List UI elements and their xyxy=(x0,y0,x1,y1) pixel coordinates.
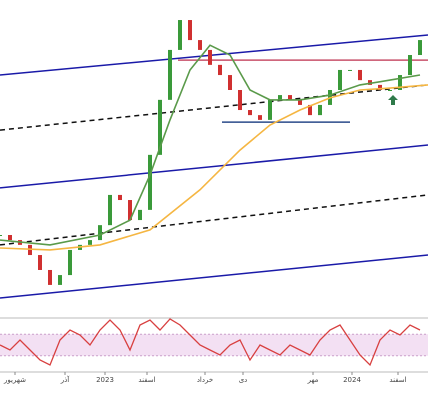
candle xyxy=(378,84,382,90)
candle xyxy=(0,235,2,237)
candle xyxy=(338,69,342,90)
candle xyxy=(148,154,152,210)
candle xyxy=(208,49,212,65)
candle xyxy=(188,20,192,41)
candle xyxy=(218,64,222,76)
x-tick-label: اسفند xyxy=(138,376,155,384)
candle xyxy=(158,99,162,155)
candle xyxy=(288,95,292,100)
candle xyxy=(38,255,42,270)
candle xyxy=(268,99,272,120)
rsi-line xyxy=(0,318,421,367)
candle xyxy=(258,115,262,120)
candle xyxy=(98,225,102,241)
candle xyxy=(308,104,312,116)
candle xyxy=(388,89,392,91)
candle xyxy=(168,49,172,100)
candle xyxy=(278,95,282,100)
candle xyxy=(28,244,32,256)
x-tick-label: 2024 xyxy=(343,376,361,384)
candle xyxy=(8,235,12,241)
candle xyxy=(228,75,232,90)
moving-average xyxy=(0,44,421,246)
candle xyxy=(118,194,122,201)
candle xyxy=(48,269,52,285)
candle xyxy=(128,200,132,221)
candle xyxy=(248,110,252,116)
candle xyxy=(358,69,362,81)
candle xyxy=(408,55,412,76)
trend-line xyxy=(0,34,428,76)
x-tick-label: اسفند xyxy=(389,376,406,384)
candle xyxy=(418,40,422,56)
x-tick-label: مهر xyxy=(307,376,319,384)
candle xyxy=(238,89,242,111)
candle xyxy=(58,275,62,285)
candle xyxy=(108,194,112,226)
x-tick-label: 2023 xyxy=(96,376,114,384)
candle xyxy=(88,240,92,245)
x-tick-label: شهریور xyxy=(3,376,26,384)
candle xyxy=(138,209,142,221)
x-tick-label: دی xyxy=(239,376,248,384)
x-tick-label: خرداد xyxy=(197,376,213,384)
moving-average xyxy=(0,84,428,251)
x-tick-label: آذر xyxy=(60,375,70,384)
trend-line xyxy=(0,144,428,189)
candle xyxy=(318,104,322,116)
trend-line xyxy=(0,254,428,299)
signal-arrow xyxy=(388,95,398,105)
candle xyxy=(398,75,402,90)
candle xyxy=(348,69,352,71)
candle xyxy=(178,20,182,50)
candle xyxy=(198,40,202,50)
candle xyxy=(68,249,72,276)
candle xyxy=(298,99,302,105)
